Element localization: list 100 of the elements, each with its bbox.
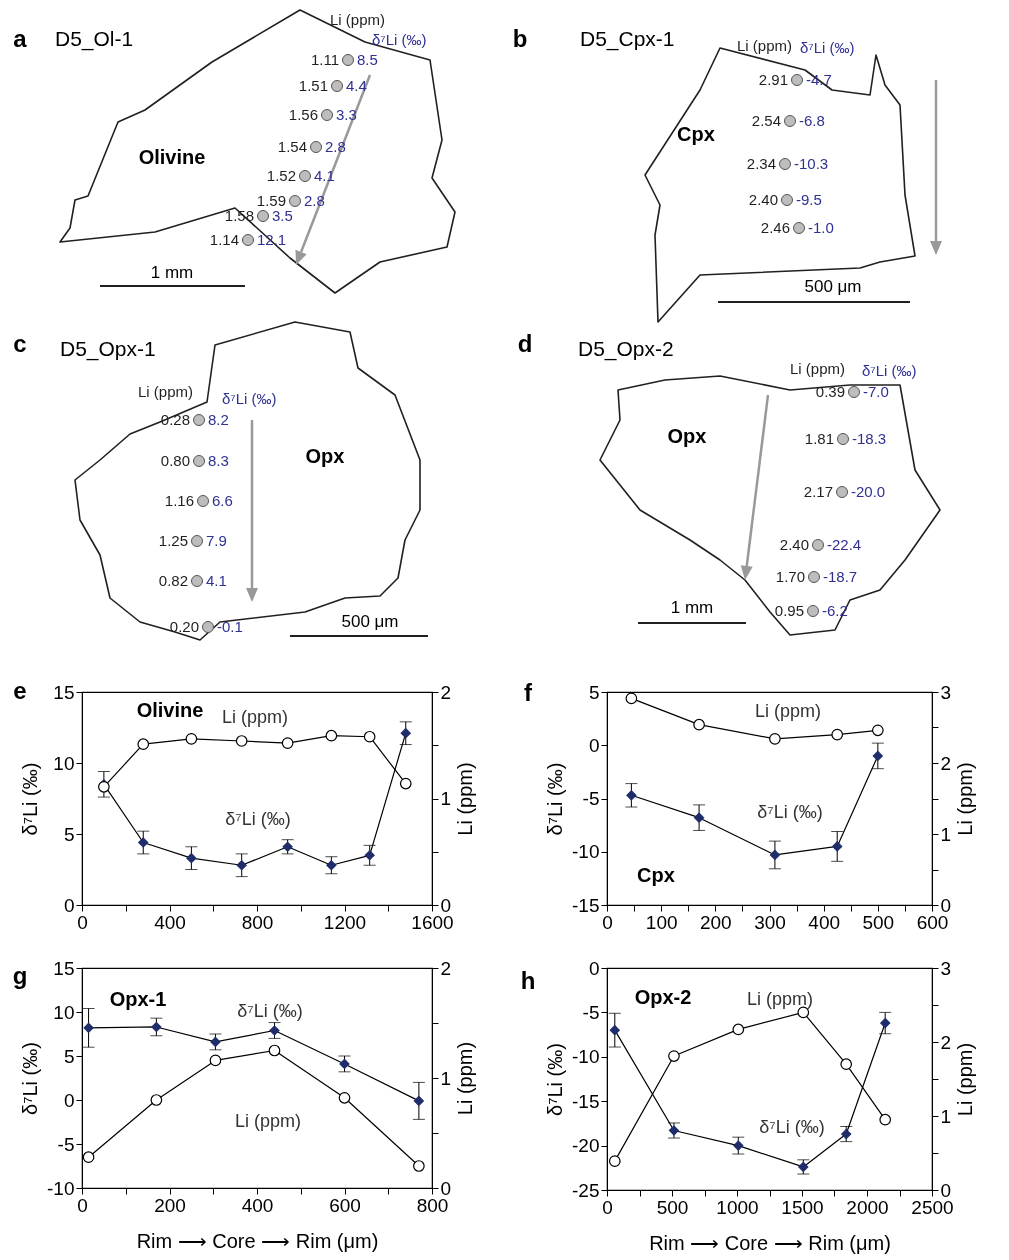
text: c (13, 330, 27, 357)
y-tick-label: -15 (572, 894, 600, 916)
point (186, 853, 197, 864)
text: 8.2 (208, 411, 229, 428)
text: 7.9 (206, 532, 227, 549)
point (400, 728, 411, 739)
text: Olivine (138, 146, 206, 168)
point (413, 1160, 425, 1172)
text: -6.8 (799, 112, 825, 129)
annotation: Opx-1 (109, 988, 167, 1010)
point (339, 1058, 350, 1069)
text: 1.16 (164, 492, 194, 509)
annotation: Olivine (136, 699, 204, 721)
y2-axis-title: Li (ppm) (453, 1041, 476, 1116)
point (138, 837, 149, 848)
point (769, 849, 780, 861)
point (209, 1054, 222, 1067)
series-label: Li (ppm) (234, 1111, 302, 1131)
point (325, 729, 338, 742)
text: -18.3 (852, 430, 887, 447)
text: 0.82 (158, 572, 188, 589)
point (732, 1023, 745, 1036)
x-tick-label: 600 (329, 1194, 361, 1216)
point (338, 1091, 351, 1104)
series-label: δ⁷Li (‰) (757, 802, 823, 822)
x-tick-label: 500 (862, 911, 895, 933)
point (880, 1017, 891, 1029)
point (668, 1050, 680, 1062)
series-label: δ⁷Li (‰) (237, 1001, 303, 1021)
x-tick-label: 400 (241, 1194, 274, 1216)
text: -1.0 (808, 219, 834, 236)
text: 2.46 (760, 219, 790, 236)
point (608, 1155, 621, 1167)
text: 1.56 (288, 106, 318, 123)
point (363, 730, 376, 743)
y-tick-label: -5 (582, 788, 600, 809)
point (840, 1058, 853, 1071)
point (693, 718, 705, 731)
x-axis-title: Rim ⟶ Core ⟶ Rim (μm) (136, 1229, 379, 1252)
text: 1.11 (310, 51, 339, 68)
y-tick-label: -10 (572, 1046, 600, 1068)
point (769, 733, 781, 745)
text: 2.54 (751, 112, 781, 129)
series-label: δ⁷Li (‰) (759, 1117, 825, 1137)
text: -22.4 (827, 536, 862, 553)
text: d (517, 330, 533, 357)
text: 1.14 (209, 231, 239, 248)
y-axis-title: δ⁷Li (‰) (18, 762, 41, 836)
point (609, 1025, 620, 1036)
point (210, 1036, 221, 1047)
x-axis-title: Rim ⟶ Core ⟶ Rim (μm) (649, 1231, 891, 1254)
y2-tick-label: 3 (940, 957, 952, 979)
y-tick-label: 0 (63, 894, 75, 916)
text: 0.39 (815, 383, 845, 400)
point (879, 1113, 892, 1126)
annotation: Opx-2 (634, 986, 692, 1008)
y2-tick-label: 1 (440, 1067, 452, 1089)
text: -9.5 (796, 191, 822, 208)
y-tick-label: -25 (572, 1179, 600, 1201)
y2-tick-label: 1 (940, 1105, 952, 1127)
x-tick-label: 200 (699, 911, 732, 933)
point (872, 750, 883, 761)
x-tick-label: 100 (645, 911, 678, 933)
text: -20.0 (851, 483, 886, 500)
y2-tick-label: 2 (440, 681, 452, 703)
text: D5_Opx-1 (60, 337, 156, 361)
text: 2.8 (325, 138, 346, 155)
text: 4.1 (314, 167, 335, 184)
y2-tick-label: 3 (940, 681, 952, 703)
text: 1 mm (150, 263, 194, 282)
text: Li (ppm) (737, 37, 793, 54)
point (364, 850, 375, 861)
y-tick-label: 10 (53, 1001, 75, 1023)
x-tick-label: 2000 (846, 1196, 889, 1218)
text: a (13, 25, 28, 52)
text: 0.28 (160, 411, 190, 428)
y2-tick-label: 2 (440, 957, 452, 979)
point (832, 841, 843, 852)
y-tick-label: 5 (588, 681, 600, 703)
text: 8.5 (357, 51, 378, 68)
text: 0.95 (774, 602, 804, 619)
y-tick-label: 5 (63, 823, 75, 845)
text: e (13, 677, 27, 704)
y-tick-label: 0 (588, 957, 600, 979)
text: 2.40 (779, 536, 809, 553)
text: 2.17 (803, 483, 833, 500)
text: 3.3 (336, 106, 357, 123)
text: δ⁷Li (‰) (800, 39, 855, 56)
text: -0.1 (217, 618, 243, 635)
text: Opx (305, 445, 345, 467)
y-tick-label: -5 (582, 1001, 600, 1023)
text: 4.1 (206, 572, 227, 589)
point (137, 738, 150, 751)
y-tick-label: 15 (53, 681, 75, 703)
text: -10.3 (794, 155, 829, 172)
text: δ⁷Li (‰) (372, 31, 427, 48)
y-tick-label: -10 (572, 841, 600, 863)
point (831, 728, 844, 741)
text: 1.59 (256, 192, 286, 209)
y-tick-label: -15 (572, 1090, 600, 1112)
